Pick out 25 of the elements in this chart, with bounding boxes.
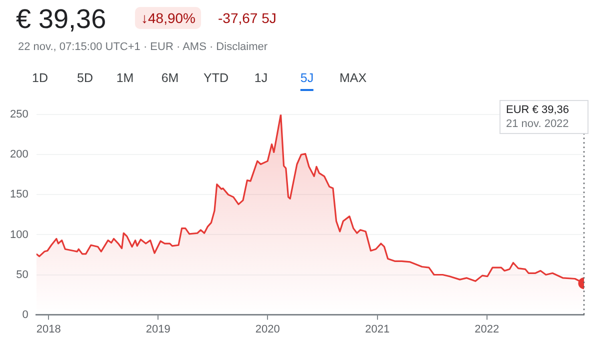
x-tick-label: 2020 <box>255 323 280 336</box>
text: 1D <box>32 71 48 87</box>
text: MAX <box>339 71 367 87</box>
x-tick-label: 2018 <box>36 323 61 336</box>
text: 1J <box>254 71 268 87</box>
x-tick-label: 2019 <box>146 323 170 336</box>
y-tick-label: 50 <box>16 268 28 281</box>
y-tick-label: 200 <box>10 148 28 161</box>
y-tick-label: 150 <box>10 188 28 201</box>
text: 1M <box>116 71 134 87</box>
text: YTD <box>204 71 228 87</box>
chart-title: € 39,36 <box>16 4 106 35</box>
text: ↓48,90% <box>135 7 202 29</box>
text: -37,67 5J <box>218 10 276 26</box>
y-tick-label: 250 <box>10 108 28 121</box>
text: 5J <box>300 71 314 91</box>
annotation: EUR € 39,36 <box>506 104 569 116</box>
y-tick-label: 0 <box>22 308 28 321</box>
x-tick-label: 2022 <box>474 323 500 336</box>
text: 6M <box>161 71 179 87</box>
x-tick-label: 2021 <box>365 323 390 336</box>
annotation: 21 nov. 2022 <box>506 118 569 130</box>
text: 5D <box>77 71 93 87</box>
chart-subtitle: 22 nov., 07:15:00 UTC+1 · EUR · AMS · Disclaimer <box>18 41 268 53</box>
y-tick-label: 100 <box>10 228 28 241</box>
